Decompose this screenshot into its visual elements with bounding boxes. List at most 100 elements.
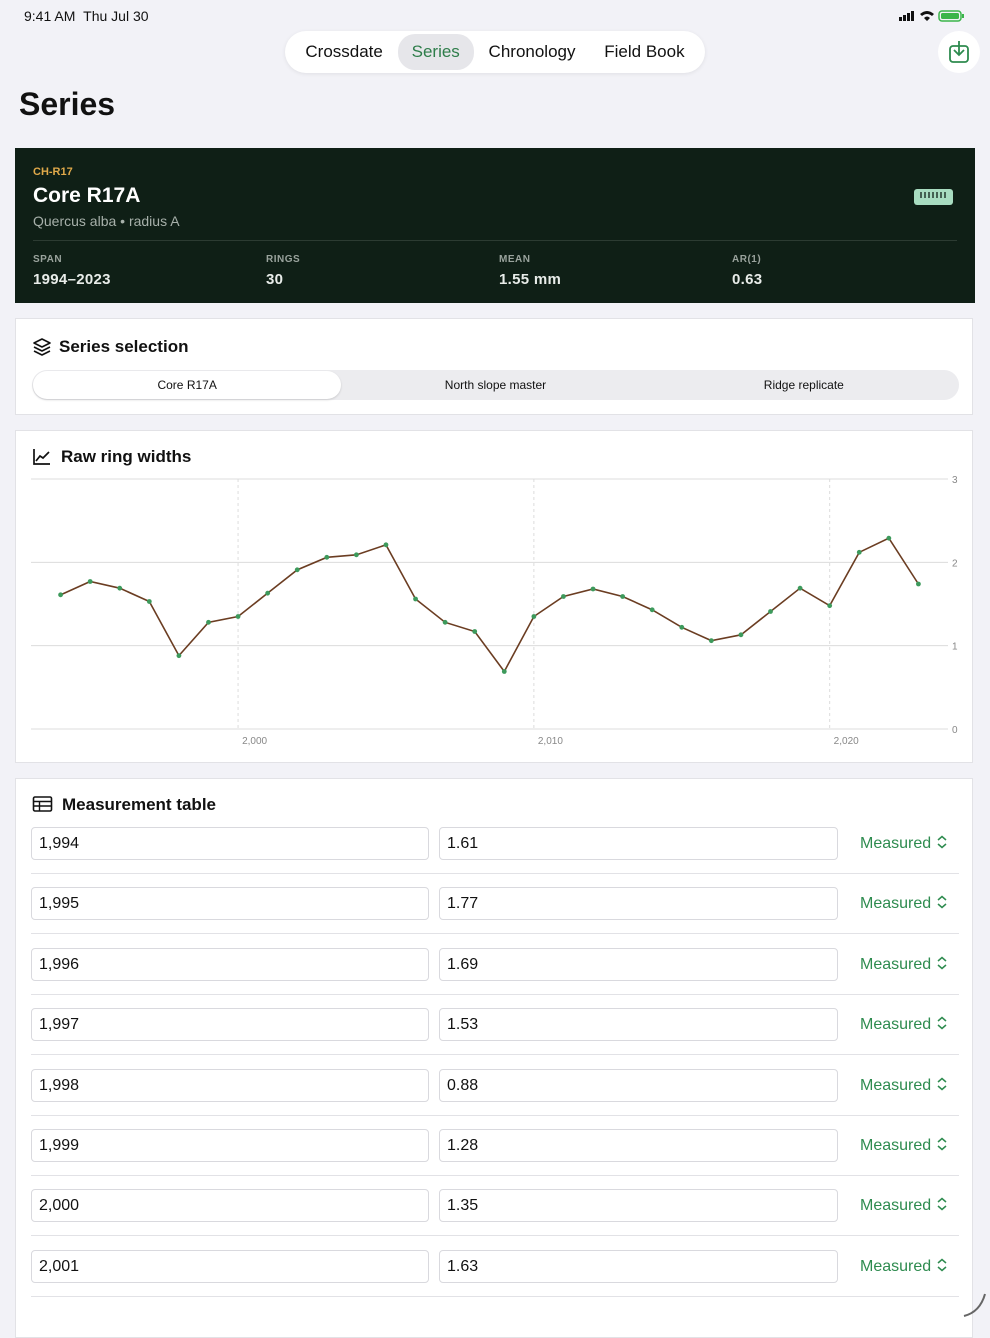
nav-tabs: Crossdate Series Chronology Field Book <box>285 31 705 73</box>
chevron <box>937 956 947 970</box>
stat-value: 1994–2023 <box>33 271 111 288</box>
year-field[interactable]: 1,997 <box>31 1008 429 1042</box>
data-point <box>353 552 359 558</box>
width-field[interactable]: 1.69 <box>439 947 838 981</box>
status-text: Measured <box>860 955 932 973</box>
segment[interactable]: North slope master <box>444 378 547 392</box>
status-text: Measured <box>860 1257 932 1275</box>
chart: 0 1 2 3 2,000 2,010 2,020 <box>31 475 958 747</box>
nav-tab[interactable]: Series <box>397 34 474 70</box>
data-point <box>501 669 507 674</box>
segmented-control: Core R17A North slope master Ridge replica… <box>32 370 959 400</box>
status-text: Measured <box>860 895 932 913</box>
width-field[interactable]: 1.53 <box>439 1008 838 1042</box>
data-point <box>679 624 685 630</box>
data-point <box>886 535 892 541</box>
status-text: Measured <box>860 1016 932 1034</box>
data-point <box>768 609 773 614</box>
stat-label: SPAN <box>33 254 63 265</box>
data-point <box>916 581 921 587</box>
chevron <box>937 1137 947 1151</box>
data-point <box>442 619 448 625</box>
chevron <box>937 835 947 849</box>
width-field[interactable]: 1.61 <box>439 827 838 860</box>
stat-label: RINGS <box>266 254 301 265</box>
status-picker[interactable]: Measured <box>860 948 949 981</box>
chart-icon <box>33 449 50 465</box>
data-point <box>561 594 566 599</box>
width-field[interactable]: 1.28 <box>439 1129 838 1162</box>
row-separator <box>31 873 959 874</box>
status-picker[interactable]: Measured <box>860 887 949 920</box>
data-point <box>324 554 330 560</box>
year-field[interactable]: 1,998 <box>31 1068 429 1102</box>
nav-tab[interactable]: Crossdate <box>305 42 383 61</box>
date: Thu Jul 30 <box>83 8 149 24</box>
year-field[interactable]: 1,995 <box>31 887 429 921</box>
segment[interactable]: Core R17A <box>33 371 342 399</box>
width-field[interactable]: 1.63 <box>439 1249 838 1283</box>
stat-value: 30 <box>266 271 284 288</box>
chart-title: Raw ring widths <box>61 447 192 466</box>
chevron <box>937 895 947 909</box>
page-title: Series <box>19 86 116 122</box>
export-button[interactable] <box>937 30 981 74</box>
data-line <box>60 537 920 673</box>
stat-label: MEAN <box>499 254 531 265</box>
row-separator <box>31 1235 959 1237</box>
series-selection-card: Series selection Core R17A North slope ma… <box>15 318 973 415</box>
year-field[interactable]: 1,994 <box>31 827 429 860</box>
data-point <box>413 596 418 602</box>
status-picker[interactable]: Measured <box>860 827 949 860</box>
data-point <box>265 590 271 596</box>
status-picker[interactable]: Measured <box>860 1189 949 1222</box>
width-field[interactable]: 1.77 <box>439 887 838 921</box>
data-point <box>620 594 626 599</box>
status-time: 9:41 AM Thu Jul 30 <box>24 8 149 24</box>
data-point <box>294 567 300 573</box>
x-tick-label: 2,020 <box>834 736 859 747</box>
stat: MEAN 1.55 mm <box>499 254 561 288</box>
data-point <box>383 542 389 548</box>
stat-value: 1.55 mm <box>499 271 562 288</box>
status-text: Measured <box>860 1197 932 1215</box>
data-point <box>738 632 744 638</box>
segment[interactable]: Ridge replicate <box>763 378 844 392</box>
status-picker[interactable]: Measured <box>860 1250 949 1283</box>
core-card: CH-R17 Core R17A Quercus alba • radius A… <box>15 148 975 303</box>
ruler-icon <box>914 189 953 205</box>
data-point <box>856 549 862 555</box>
data-point <box>87 579 93 584</box>
width-field[interactable]: 1.35 <box>439 1189 838 1223</box>
status-picker[interactable]: Measured <box>860 1069 949 1102</box>
data-point <box>590 586 596 592</box>
nav-tab[interactable]: Chronology <box>488 42 576 61</box>
year-field[interactable]: 1,999 <box>31 1129 429 1162</box>
data-point <box>235 614 241 619</box>
year-field[interactable]: 1,996 <box>31 947 429 981</box>
width-field[interactable]: 0.88 <box>439 1068 838 1102</box>
data-point <box>708 638 714 644</box>
table-icon <box>32 796 53 812</box>
data-point <box>58 592 63 598</box>
stat-label: AR(1) <box>732 254 762 265</box>
status-picker[interactable]: Measured <box>860 1129 949 1162</box>
status-picker[interactable]: Measured <box>860 1008 949 1041</box>
nav-tab[interactable]: Field Book <box>604 42 685 61</box>
row-separator <box>31 1295 959 1297</box>
row-separator <box>31 933 959 935</box>
x-tick-label: 2,010 <box>538 736 563 747</box>
divider <box>33 240 957 241</box>
data-point <box>176 653 182 659</box>
row-separator <box>31 1114 959 1116</box>
year-field[interactable]: 2,000 <box>31 1189 429 1223</box>
status-icons <box>899 10 964 22</box>
status-text: Measured <box>860 1076 932 1094</box>
data-point <box>206 619 211 625</box>
stat-value: 0.63 <box>732 271 763 288</box>
y-tick-label: 1 <box>952 642 958 653</box>
core-name: Core R17A <box>33 184 141 207</box>
stat: RINGS 30 <box>266 254 300 288</box>
year-field[interactable]: 2,001 <box>31 1249 429 1283</box>
